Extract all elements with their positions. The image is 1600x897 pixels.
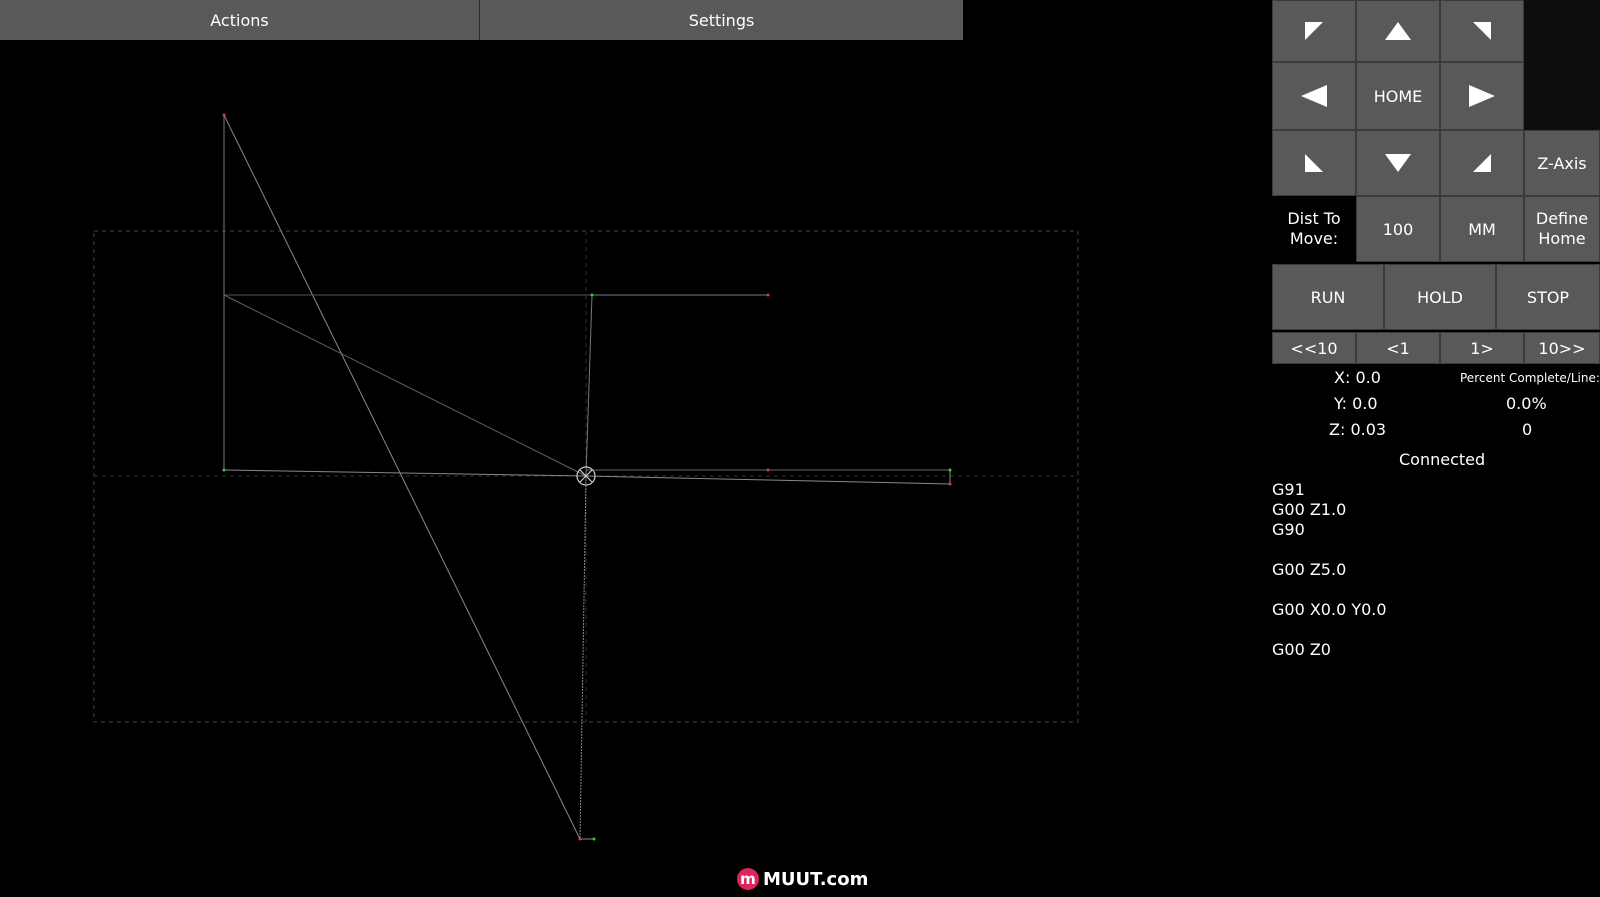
distance-value-button[interactable]: 100: [1356, 196, 1440, 262]
arrow-down-left-icon: [1305, 154, 1323, 172]
path-line: [223, 294, 587, 477]
jog-up-left-button[interactable]: [1272, 0, 1356, 62]
path-point: [222, 113, 226, 117]
gcode-list: G91 G00 Z1.0 G90 G00 Z5.0 G00 X0.0 Y0.0 G00 Z…: [1272, 480, 1387, 660]
arrow-left-icon: [1301, 85, 1327, 107]
define-home-line1: Define: [1535, 209, 1589, 228]
control-panel: HOME Z-Axis Dist To Move: 100 MM Define …: [1272, 0, 1600, 897]
stop-button[interactable]: STOP: [1496, 264, 1600, 330]
y-position: Y: 0.0: [1334, 394, 1378, 413]
home-button[interactable]: HOME: [1356, 62, 1440, 130]
gcode-line: G00 X0.0 Y0.0: [1272, 600, 1387, 619]
define-home-button[interactable]: Define Home: [1524, 196, 1600, 262]
percent-complete-value: 0.0%: [1506, 394, 1547, 413]
jog-down-right-button[interactable]: [1440, 130, 1524, 196]
path-line: [223, 114, 581, 840]
z-axis-button[interactable]: Z-Axis: [1524, 130, 1600, 196]
arrow-right-icon: [1469, 85, 1495, 107]
z-position: Z: 0.03: [1329, 420, 1387, 439]
gcode-line: G00 Z5.0: [1272, 560, 1347, 579]
top-menu-bar: Actions Settings: [0, 0, 963, 40]
step-fwd-1-button[interactable]: 1>: [1440, 332, 1524, 364]
path-line: [223, 469, 587, 477]
actions-button[interactable]: Actions: [0, 0, 480, 40]
units-button[interactable]: MM: [1440, 196, 1524, 262]
path-point: [578, 837, 582, 841]
path-point: [592, 837, 596, 841]
step-fwd-10-button[interactable]: 10>>: [1524, 332, 1600, 364]
jog-down-left-button[interactable]: [1272, 130, 1356, 196]
dist-to-move-label: Dist To Move:: [1272, 196, 1356, 262]
toolpath-canvas[interactable]: [0, 40, 1272, 897]
gcode-line: [1272, 620, 1387, 640]
arrow-up-right-icon: [1473, 22, 1491, 40]
path-line: [585, 294, 593, 477]
hold-button[interactable]: HOLD: [1384, 264, 1496, 330]
gcode-line: [1272, 540, 1387, 560]
arrow-down-right-icon: [1473, 154, 1491, 172]
gcode-line: G00 Z0: [1272, 640, 1331, 659]
jog-left-button[interactable]: [1272, 62, 1356, 130]
muut-logo-text: MUUT.com: [763, 868, 869, 890]
x-position: X: 0.0: [1334, 368, 1381, 387]
path-point: [590, 293, 594, 297]
gcode-line: G91: [1272, 480, 1305, 499]
path-point: [766, 293, 770, 297]
run-button[interactable]: RUN: [1272, 264, 1384, 330]
path-point: [222, 468, 226, 472]
path-point: [948, 468, 952, 472]
jog-up-right-button[interactable]: [1440, 0, 1524, 62]
muut-logo-icon: m: [737, 868, 759, 890]
jog-right-button[interactable]: [1440, 62, 1524, 130]
empty-cell: [1524, 0, 1600, 130]
step-back-1-button[interactable]: <1: [1356, 332, 1440, 364]
tool-position-icon: [576, 466, 596, 486]
dist-label-line1: Dist To: [1287, 209, 1341, 228]
dist-label-line2: Move:: [1289, 229, 1339, 248]
arrow-up-icon: [1385, 22, 1411, 40]
path-line: [585, 475, 951, 485]
settings-button[interactable]: Settings: [480, 0, 963, 40]
step-back-10-button[interactable]: <<10: [1272, 332, 1356, 364]
define-home-line2: Home: [1538, 229, 1586, 248]
gcode-line: [1272, 580, 1387, 600]
gcode-line: G90: [1272, 520, 1305, 539]
jog-up-button[interactable]: [1356, 0, 1440, 62]
muut-logo: m MUUT.com: [737, 868, 868, 890]
line-number-value: 0: [1522, 420, 1533, 439]
gcode-line: G00 Z1.0: [1272, 500, 1347, 519]
percent-complete-label: Percent Complete/Line:: [1460, 371, 1600, 385]
path-line: [579, 475, 587, 840]
path-point: [766, 468, 770, 472]
connection-status: Connected: [1399, 450, 1486, 469]
arrow-up-left-icon: [1305, 22, 1323, 40]
jog-down-button[interactable]: [1356, 130, 1440, 196]
arrow-down-icon: [1385, 154, 1411, 172]
path-point: [948, 482, 952, 486]
